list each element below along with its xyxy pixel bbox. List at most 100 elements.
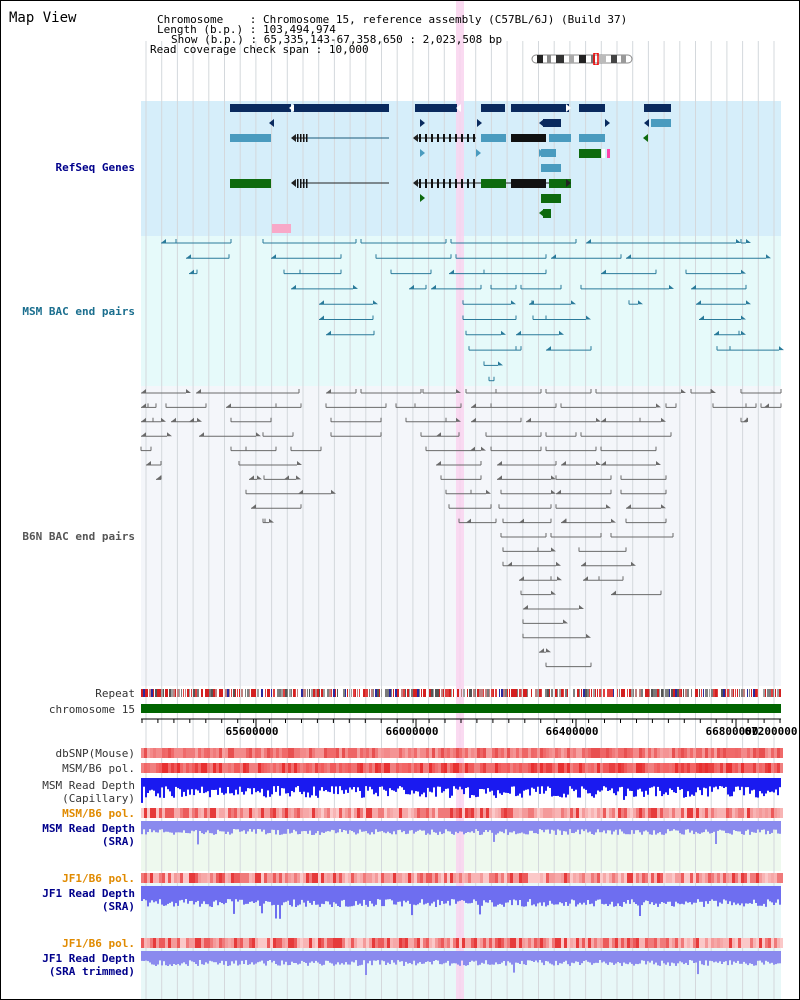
jf1-trim-depth-bar: [521, 951, 523, 961]
msm-pol-sra-cell: [165, 808, 168, 818]
jf1-sra-depth-bar: [223, 886, 225, 905]
dbsnp-density-cell: [276, 748, 279, 758]
msm-capillary-depth-bar: [289, 778, 291, 797]
msm-pol-density-cell: [309, 763, 312, 773]
msm-sra-depth-bar: [295, 821, 297, 832]
dbsnp-density-cell: [471, 748, 474, 758]
gene-block: [541, 164, 561, 172]
jf1-trim-depth-bar: [349, 951, 351, 965]
repeat-element: [333, 689, 335, 697]
repeat-element: [375, 689, 377, 697]
repeat-element: [655, 689, 657, 697]
jf1-pol-trim-cell: [369, 938, 372, 948]
jf1-sra-depth-bar: [279, 886, 281, 919]
jf1-trim-depth-bar: [295, 951, 297, 963]
jf1-sra-depth-bar: [185, 886, 187, 899]
repeat-element: [157, 689, 159, 697]
jf1-pol-cell: [300, 873, 303, 883]
bac-end-marker: [606, 504, 611, 509]
dbsnp-density-cell: [534, 748, 537, 758]
repeat-element: [591, 689, 592, 697]
bac-end-marker: [743, 417, 748, 422]
show-value: 65,335,143-67,358,650 : 2,023,508 bp: [263, 33, 503, 46]
repeat-element: [247, 689, 249, 697]
jf1-sra-depth-bar: [493, 886, 495, 907]
jf1-pol-cell: [600, 873, 603, 883]
jf1-pol-cell: [684, 873, 687, 883]
bac-end-marker: [146, 461, 151, 466]
jf1-sra-depth-bar: [659, 886, 661, 904]
repeat-element: [355, 689, 356, 697]
jf1-pol-trim-cell: [549, 938, 552, 948]
msm-capillary-depth-bar: [367, 778, 369, 791]
jf1-pol-trim-cell: [420, 938, 423, 948]
chromosome-header: Chromosome : Chromosome 15, reference as…: [157, 13, 628, 26]
msm-pol-sra-cell: [237, 808, 240, 818]
repeat-element: [441, 689, 443, 697]
jf1-trim-depth-bar: [163, 951, 165, 962]
jf1-pol-cell: [558, 873, 561, 883]
jf1-pol-trim-cell: [216, 938, 219, 948]
repeat-element: [519, 689, 521, 697]
msm-capillary-depth-bar: [273, 778, 275, 787]
jf1-sra-depth-bar: [397, 886, 399, 902]
dbsnp-density-cell: [528, 748, 531, 758]
jf1-pol-trim-cell: [333, 938, 336, 948]
jf1-trim-depth-bar: [431, 951, 433, 965]
msm-sra-depth-bar: [771, 821, 773, 833]
jf1-trim-depth-bar: [707, 951, 709, 966]
jf1-sra-depth-bar: [415, 886, 417, 906]
dbsnp-density-cell: [417, 748, 420, 758]
jf1-trim-depth-bar: [257, 951, 259, 963]
bac-end-marker: [161, 417, 166, 422]
msm-pol-sra-cell: [714, 808, 717, 818]
msm-pol-density-cell: [546, 763, 549, 773]
dbsnp-density-cell: [768, 748, 771, 758]
span-header: Read coverage check span : 10,000: [150, 43, 369, 56]
msm-sra-depth-bar: [257, 821, 259, 829]
jf1-pol-cell: [264, 873, 267, 883]
msm-capillary-depth-bar: [705, 778, 707, 789]
jf1-trim-depth-bar: [183, 951, 185, 963]
msm-sra-depth-bar: [181, 821, 183, 833]
chromosome-ideogram[interactable]: [529, 53, 635, 65]
msm-pol-sra-cell: [171, 808, 174, 818]
jf1-pol-cell: [420, 873, 423, 883]
msm-capillary-depth-bar: [737, 778, 739, 787]
msm-sra-depth-bar: [385, 821, 387, 834]
jf1-pol-trim-cell: [507, 938, 510, 948]
msm-pol-sra-cell: [462, 808, 465, 818]
msm-pol-density-cell: [369, 763, 372, 773]
msm-pol-density-cell: [288, 763, 291, 773]
jf1-pol-cell: [198, 873, 201, 883]
msm-capillary-depth-bar: [643, 778, 645, 797]
dbsnp-density-cell: [657, 748, 660, 758]
msm-pol-sra-cell: [255, 808, 258, 818]
msm-pol-density-cell: [219, 763, 222, 773]
msm-pol-sra-cell: [447, 808, 450, 818]
bac-end-marker: [563, 619, 568, 624]
msm-capillary-depth-bar: [195, 778, 197, 790]
jf1-sra-depth-bar: [671, 886, 673, 906]
jf1-sra-depth-bar: [237, 886, 239, 902]
msm-sra-depth-bar: [433, 821, 435, 833]
jf1-pol-trim-cell: [630, 938, 633, 948]
msm-pol-sra-cell: [618, 808, 621, 818]
msm-pol-sra-cell: [369, 808, 372, 818]
jf1-trim-depth-bar: [653, 951, 655, 965]
jf1-pol-trim-cell: [516, 938, 519, 948]
jf1-sra-depth-bar: [419, 886, 421, 903]
jf1-trim-depth-bar: [515, 951, 517, 963]
repeat-element: [731, 689, 733, 697]
jf1-sra-depth-bar: [645, 886, 647, 901]
jf1-sra-depth-bar: [593, 886, 595, 907]
jf1-pol-trim-cell: [228, 938, 231, 948]
jf1-pol-trim-cell: [435, 938, 438, 948]
msm-sra-depth-bar: [399, 821, 401, 830]
dbsnp-density-cell: [510, 748, 513, 758]
jf1-trim-depth-bar: [217, 951, 219, 965]
dbsnp-density-cell: [201, 748, 204, 758]
jf1-sra-depth-bar: [149, 886, 151, 903]
jf1-pol-cell: [234, 873, 237, 883]
